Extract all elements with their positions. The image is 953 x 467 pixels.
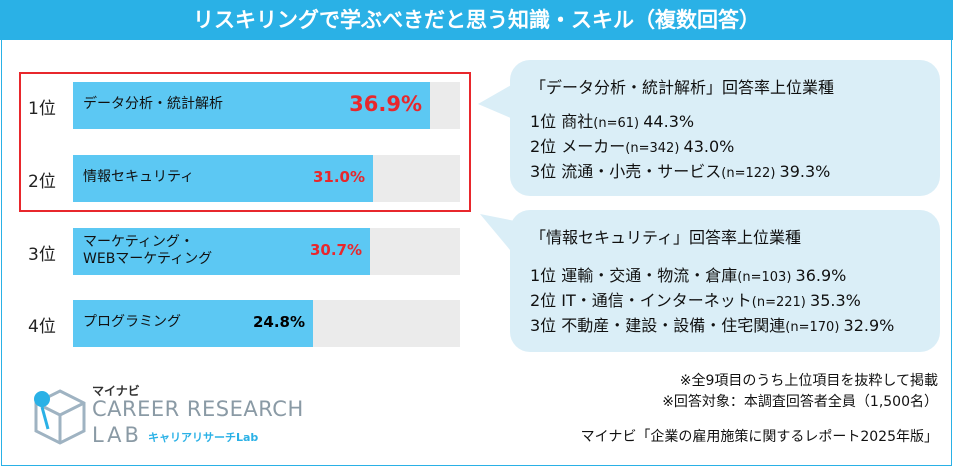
industry-rank-line: 3位 不動産・建設・設備・住宅関連(n=170) 32.9% <box>530 312 894 336</box>
source-note: マイナビ「企業の雇用施策に関するレポート2025年版」 <box>580 429 938 445</box>
rank-label: 1位 <box>28 99 56 119</box>
category-label: データ分析・統計解析 <box>83 96 223 113</box>
bar <box>73 155 373 202</box>
industry-rank: 1位 <box>530 266 562 285</box>
value-label: 24.8% <box>252 313 305 331</box>
logo-brand: マイナビ <box>92 384 140 398</box>
category-label: プログラミング <box>83 314 181 331</box>
industry-pct: 32.9% <box>843 316 895 335</box>
sample-size: (n=61) <box>593 116 644 131</box>
bar <box>73 82 430 129</box>
sample-size: (n=122) <box>721 166 780 181</box>
category-label: 情報セキュリティ <box>83 169 194 186</box>
industry-pct: 35.3% <box>810 291 861 310</box>
logo-sub: キャリアリサーチLab <box>148 431 259 444</box>
industry-rank-line: 1位 運輸・交通・物流・倉庫(n=103) 36.9% <box>530 262 846 286</box>
bar <box>73 228 370 275</box>
industry-rank: 3位 <box>530 316 562 335</box>
industry-name: メーカー <box>561 137 626 156</box>
industry-pct: 43.0% <box>683 137 735 156</box>
sample-size: (n=170) <box>785 320 844 335</box>
chart-title: リスキリングで学ぶべきだと思う知識・スキル（複数回答） <box>0 0 953 40</box>
content-frame <box>1 40 952 466</box>
industry-name: 運輸・交通・物流・倉庫 <box>561 266 738 285</box>
sample-size: (n=221) <box>751 295 811 310</box>
rank-label: 3位 <box>28 245 56 265</box>
industry-rank-line: 1位 商社(n=61) 44.3% <box>530 108 694 132</box>
rank-label: 2位 <box>28 172 56 192</box>
bar <box>73 300 313 347</box>
note-respondents: ※回答対象：本調査回答者全員（1,500名） <box>662 394 938 410</box>
industry-name: 商社 <box>561 112 594 131</box>
industry-pct: 36.9% <box>795 266 847 285</box>
industry-name: IT・通信・インターネット <box>561 291 752 310</box>
industry-rank: 2位 <box>530 291 562 310</box>
value-label: 36.9% <box>349 92 422 116</box>
sample-size: (n=103) <box>737 270 796 285</box>
industry-name: 流通・小売・サービス <box>561 162 722 181</box>
category-label-line: 情報セキュリティ <box>83 169 195 185</box>
industry-name: 不動産・建設・設備・住宅関連 <box>561 316 786 335</box>
category-label: マーケティング・ WEBマーケティング <box>83 234 212 268</box>
industry-rank-line: 2位 メーカー(n=342) 43.0% <box>530 133 734 157</box>
top2-highlight-box <box>19 72 471 212</box>
category-label-line: データ分析・統計解析 <box>83 96 223 112</box>
industry-rank: 1位 <box>530 112 562 131</box>
bubble2-title: 「情報セキュリティ」回答率上位業種 <box>530 228 802 247</box>
industry-rank: 2位 <box>530 137 562 156</box>
bubble-data-analysis: 「データ分析・統計解析」回答率上位業種 1位 商社(n=61) 44.3% 2位 … <box>510 60 940 196</box>
industry-rank-line: 2位 IT・通信・インターネット(n=221) 35.3% <box>530 287 861 311</box>
industry-rank-line: 3位 流通・小売・サービス(n=122) 39.3% <box>530 158 830 182</box>
value-label: 31.0% <box>312 168 365 186</box>
bubble-info-security: 「情報セキュリティ」回答率上位業種 1位 運輸・交通・物流・倉庫(n=103) … <box>510 210 940 352</box>
bubble1-tail <box>478 80 520 122</box>
category-label-line: プログラミング <box>83 314 181 330</box>
logo-line2: LAB <box>92 423 142 447</box>
logo-line1: CAREER RESEARCH <box>92 397 304 421</box>
note-items: ※全9項目のうち上位項目を抜粋して掲載 <box>679 373 938 389</box>
industry-pct: 39.3% <box>779 162 831 181</box>
rank-label: 4位 <box>28 317 56 337</box>
career-research-lab-logo-icon <box>34 389 86 445</box>
industry-pct: 44.3% <box>643 112 695 131</box>
category-label-line: マーケティング・ <box>83 234 194 250</box>
industry-rank: 3位 <box>530 162 562 181</box>
category-label-line: WEBマーケティング <box>83 251 213 267</box>
sample-size: (n=342) <box>625 141 684 156</box>
value-label: 30.7% <box>309 241 362 259</box>
bubble1-title: 「データ分析・統計解析」回答率上位業種 <box>530 78 835 97</box>
